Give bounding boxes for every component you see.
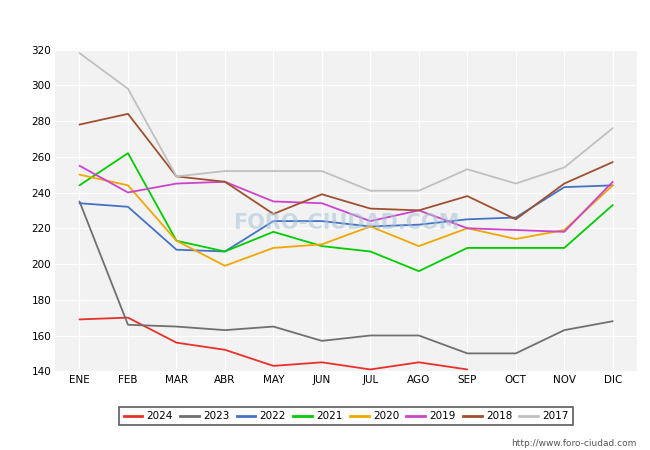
Text: Afiliados en Cazalilla a 30/9/2024: Afiliados en Cazalilla a 30/9/2024	[192, 16, 458, 31]
Text: FORO-CIUDAD.COM: FORO-CIUDAD.COM	[233, 213, 460, 233]
Legend: 2024, 2023, 2022, 2021, 2020, 2019, 2018, 2017: 2024, 2023, 2022, 2021, 2020, 2019, 2018…	[120, 407, 573, 425]
Text: http://www.foro-ciudad.com: http://www.foro-ciudad.com	[512, 439, 637, 448]
